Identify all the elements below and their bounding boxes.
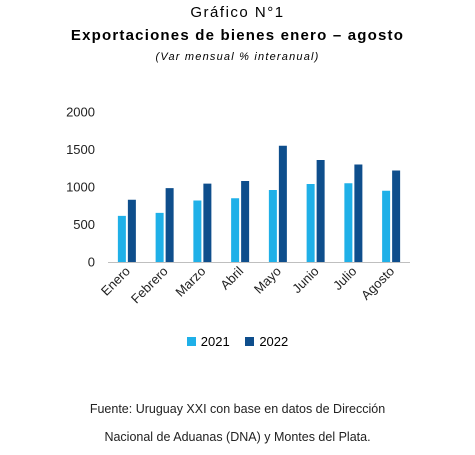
x-tick-label-abril: Abril xyxy=(217,263,246,292)
y-tick-label: 0 xyxy=(88,255,95,270)
y-tick-label: 500 xyxy=(73,217,95,232)
x-tick-label-junio: Junio xyxy=(289,264,322,297)
legend-item-2022: 2022 xyxy=(245,334,288,349)
bar-2021-abril xyxy=(231,198,240,262)
bar-2022-febrero xyxy=(165,188,174,262)
chart-note: (Var mensual % interanual) xyxy=(155,51,320,63)
legend-label-2021: 2021 xyxy=(200,334,230,349)
x-tick-label-julio: Julio xyxy=(330,264,360,294)
bar-2022-junio xyxy=(316,160,325,262)
x-tick-label-febrero: Febrero xyxy=(128,264,171,307)
bar-2022-julio xyxy=(354,164,363,262)
bar-2021-julio xyxy=(344,183,353,262)
source-line-1: Fuente: Uruguay XXI con base en datos de… xyxy=(89,402,386,416)
legend-swatch-2022 xyxy=(245,337,255,346)
bar-2022-agosto xyxy=(392,170,401,262)
legend-item-2021: 2021 xyxy=(186,334,230,349)
bar-2022-marzo xyxy=(203,183,212,262)
chart-subtitle: Exportaciones de bienes enero – agosto xyxy=(70,27,405,44)
bar-2021-marzo xyxy=(193,200,202,262)
y-tick-label: 1500 xyxy=(66,142,95,157)
x-tick-label-agosto: Agosto xyxy=(358,264,397,303)
x-tick-label-mayo: Mayo xyxy=(251,264,284,297)
x-tick-label-marzo: Marzo xyxy=(172,264,208,300)
source-line-2: Nacional de Aduanas (DNA) y Montes del P… xyxy=(104,430,371,444)
x-tick-label-enero: Enero xyxy=(98,264,133,299)
bar-2021-febrero xyxy=(155,212,164,262)
bar-2022-abril xyxy=(241,181,250,262)
chart-title: Gráfico N°1 xyxy=(190,4,285,21)
legend: 2021 2022 xyxy=(0,334,475,349)
legend-label-2022: 2022 xyxy=(259,334,289,349)
bar-2021-mayo xyxy=(268,190,277,262)
legend-swatch-2021 xyxy=(186,337,196,346)
bar-2021-junio xyxy=(306,184,315,262)
bar-2021-agosto xyxy=(382,190,391,262)
bar-2021-enero xyxy=(117,215,126,262)
y-tick-label: 1000 xyxy=(66,180,95,195)
y-tick-label: 2000 xyxy=(66,105,95,120)
bar-2022-mayo xyxy=(278,145,287,262)
bar-2022-enero xyxy=(127,199,136,262)
